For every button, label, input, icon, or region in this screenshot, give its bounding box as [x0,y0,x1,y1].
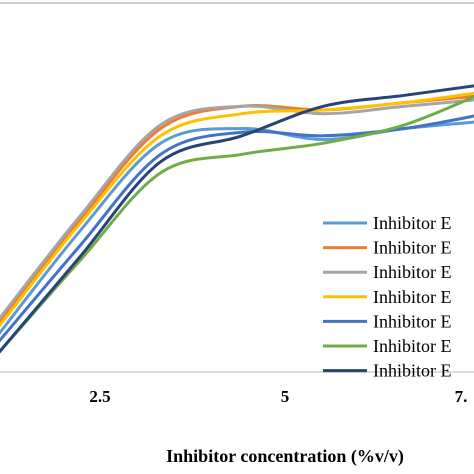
x-tick-labels: 2.5 5 7. [89,387,467,406]
legend-label-4: Inhibitor E [373,287,452,307]
legend: Inhibitor E Inhibitor E Inhibitor E Inhibit… [323,213,452,381]
legend-label-3: Inhibitor E [373,262,452,282]
legend-label-6: Inhibitor E [373,336,452,356]
x-tick-label: 5 [281,387,290,406]
series-line-5 [0,114,474,343]
x-axis-title: Inhibitor concentration (%v/v) [166,446,404,467]
series-line-7 [0,84,474,354]
series-line-3 [0,98,474,321]
series-layer [0,84,474,354]
legend-label-2: Inhibitor E [373,238,452,258]
legend-label-7: Inhibitor E [373,361,452,381]
legend-label-1: Inhibitor E [373,213,452,233]
x-tick-label: 2.5 [89,387,110,406]
series-line-4 [0,91,474,328]
x-tick-label: 7. [455,387,468,406]
legend-label-5: Inhibitor E [373,311,452,331]
series-line-6 [0,95,474,354]
